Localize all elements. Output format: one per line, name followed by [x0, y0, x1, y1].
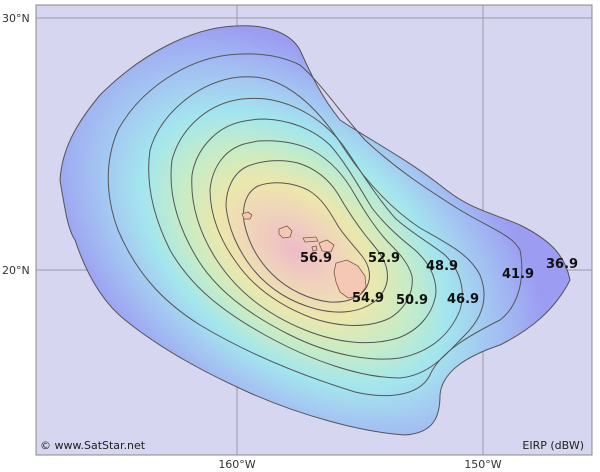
contour-56-9 [243, 182, 370, 303]
axis-labels: 30°N 20°N 160°W 150°W [2, 12, 502, 471]
island-oahu [278, 225, 293, 239]
contour-41-9 [107, 53, 523, 397]
island-hawaii [333, 259, 367, 299]
contour-50-9 [191, 118, 437, 344]
label-52-9: 52.9 [368, 251, 400, 266]
lon-label-150w: 150°W [464, 458, 501, 471]
lon-label-160w: 160°W [218, 458, 255, 471]
label-56-9: 56.9 [300, 251, 332, 266]
island-kauai [241, 211, 253, 220]
label-46-9: 46.9 [447, 292, 479, 307]
beam-footprint [59, 25, 571, 436]
island-molokai [302, 236, 319, 243]
lat-label-30n: 30°N [2, 12, 30, 25]
island-maui [318, 239, 335, 253]
legend-unit-text: EIRP (dBW) [522, 439, 584, 452]
contour-labels: 56.9 54.9 52.9 50.9 48.9 46.9 41.9 36.9 [300, 251, 578, 308]
label-54-9: 54.9 [352, 291, 384, 306]
label-48-9: 48.9 [426, 259, 458, 274]
label-50-9: 50.9 [396, 293, 428, 308]
lat-label-20n: 20°N [2, 264, 30, 277]
island-lanai [311, 245, 318, 252]
hawaii-islands [241, 211, 367, 299]
copyright-text: © www.SatStar.net [40, 439, 146, 452]
contour-48-9 [170, 97, 463, 360]
contour-54-9 [225, 160, 388, 313]
label-41-9: 41.9 [502, 267, 534, 282]
label-36-9: 36.9 [546, 257, 578, 272]
contour-52-9 [209, 140, 413, 326]
contour-36-9 [59, 25, 571, 436]
